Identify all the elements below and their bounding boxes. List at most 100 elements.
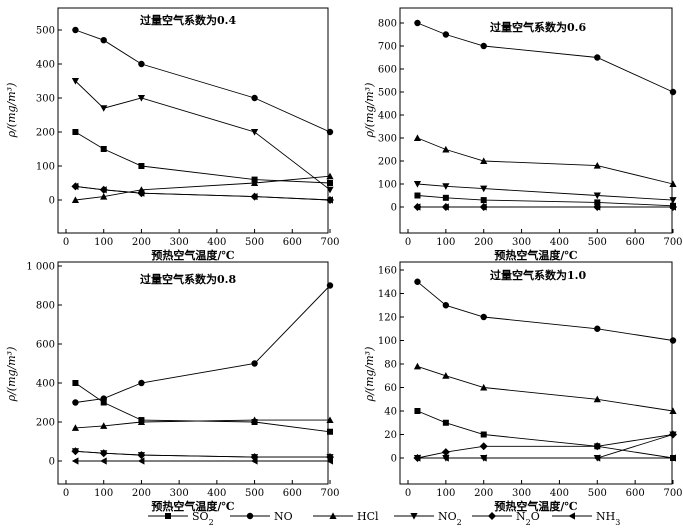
data-point-hcl [480, 383, 488, 391]
data-point-so2 [327, 180, 333, 186]
y-tick-label: 140 [378, 289, 397, 300]
plot-frame [399, 261, 673, 485]
data-point-n2o [71, 447, 80, 456]
x-axis-label: 预热空气温度/℃ [151, 499, 234, 513]
y-tick-label: 700 [378, 42, 397, 53]
y-tick-label: 300 [378, 134, 397, 145]
chart-panel-1: 0 100 200 300 400 500 600 700 0 100 200 300 400 500 过量… [5, 7, 340, 262]
y-tick-label: 0 [391, 203, 397, 214]
plot-frame [57, 261, 329, 485]
data-point-nh3 [71, 457, 79, 465]
y-tick-label: 400 [36, 379, 55, 390]
data-point-nh3 [669, 203, 676, 211]
data-point-no [138, 379, 145, 387]
y-tick-label: 400 [378, 111, 397, 122]
data-point-no2 [326, 186, 334, 194]
y-tick-label: 1 000 [26, 262, 55, 273]
data-point-no2 [137, 95, 146, 102]
x-tick-label: 0 [405, 488, 411, 499]
data-point-n2o [479, 442, 488, 451]
legend-item-no2: NO2 [394, 510, 462, 527]
series-line-no [75, 285, 331, 403]
data-point-no2 [413, 181, 422, 188]
y-tick-label: 500 [378, 88, 397, 99]
data-point-n2o [593, 442, 602, 451]
data-point-nh3 [250, 457, 258, 465]
legend-marker [165, 513, 171, 519]
x-tick-label: 100 [436, 488, 455, 499]
data-point-no [414, 278, 421, 285]
x-tick-label: 600 [626, 237, 645, 248]
y-tick-label: 600 [378, 65, 397, 76]
data-point-no [72, 399, 79, 406]
x-tick-label: 700 [320, 488, 339, 499]
x-tick-label: 0 [63, 237, 69, 248]
data-point-n2o [250, 453, 259, 462]
x-tick-label: 500 [245, 237, 264, 248]
y-tick-label: 200 [378, 157, 397, 168]
legend-label: NO [274, 510, 293, 523]
data-point-no [100, 37, 107, 44]
y-tick-label: 300 [36, 94, 55, 105]
x-tick-label: 0 [405, 237, 411, 248]
chart-title: 过量空气系数为0.6 [490, 20, 586, 34]
data-point-nh3 [413, 203, 421, 211]
y-tick-label: 0 [49, 457, 55, 468]
data-point-no2 [669, 197, 677, 204]
legend-label: NO2 [438, 510, 462, 527]
x-tick-label: 300 [170, 237, 189, 248]
data-point-so2 [138, 163, 145, 169]
data-point-no [442, 302, 450, 309]
x-tick-label: 300 [512, 488, 531, 499]
x-axis-label: 预热空气温度/℃ [494, 499, 577, 513]
data-point-n2o [137, 451, 146, 460]
x-tick-label: 100 [94, 488, 113, 499]
data-point-hcl [669, 407, 677, 414]
data-point-no [414, 19, 421, 27]
legend-item-hcl: HCl [313, 510, 379, 523]
data-point-no2 [100, 105, 108, 112]
y-axis-label: ρ/(mg/m³) [363, 83, 376, 139]
data-point-hcl [413, 134, 422, 141]
y-tick-label: 200 [36, 418, 55, 429]
data-point-hcl [71, 196, 80, 203]
data-point-no [442, 31, 450, 38]
data-point-no [251, 360, 258, 367]
series-line-so2 [75, 131, 331, 184]
data-point-nh3 [413, 454, 421, 462]
data-point-nh3 [593, 454, 601, 462]
legend-label: SO2 [192, 510, 214, 527]
data-point-hcl [669, 180, 677, 187]
legend-marker [568, 512, 575, 520]
data-point-no [594, 325, 601, 332]
x-tick-label: 400 [550, 488, 569, 499]
chart-panel-2: 0 100 200 300 400 500 600 700 0 100 200 300 400 500 60… [363, 7, 683, 262]
data-point-no [72, 26, 79, 34]
x-tick-label: 400 [207, 237, 226, 248]
y-tick-label: 500 [36, 26, 55, 37]
data-point-nh3 [250, 193, 258, 201]
data-point-nh3 [100, 186, 107, 194]
y-tick-label: 60 [384, 383, 397, 394]
chart-title: 过量空气系数为1.0 [490, 268, 586, 282]
plot-frame [57, 7, 329, 234]
data-point-hcl [250, 179, 259, 186]
y-tick-label: 800 [36, 301, 55, 312]
series-line-hcl [75, 175, 331, 201]
series-line-n2o [75, 450, 330, 458]
x-tick-label: 500 [588, 488, 607, 499]
chart-panel-4: 0 100 200 300 400 500 600 700 0 20 40 60 80 100 120 140… [363, 261, 683, 513]
data-point-hcl [326, 416, 334, 424]
data-point-nh3 [442, 203, 449, 211]
data-point-so2 [72, 380, 79, 386]
data-point-no [251, 94, 258, 102]
y-tick-label: 0 [391, 454, 397, 465]
data-point-no [326, 128, 334, 136]
x-tick-label: 200 [132, 488, 151, 499]
x-tick-label: 500 [588, 237, 607, 248]
data-point-hcl [137, 418, 146, 425]
y-tick-label: 600 [36, 340, 55, 351]
chart-panel-3: 0 100 200 300 400 500 600 700 0 200 400 600 800 1 000… [5, 261, 340, 513]
y-tick-label: 200 [36, 128, 55, 139]
x-tick-label: 200 [474, 237, 493, 248]
